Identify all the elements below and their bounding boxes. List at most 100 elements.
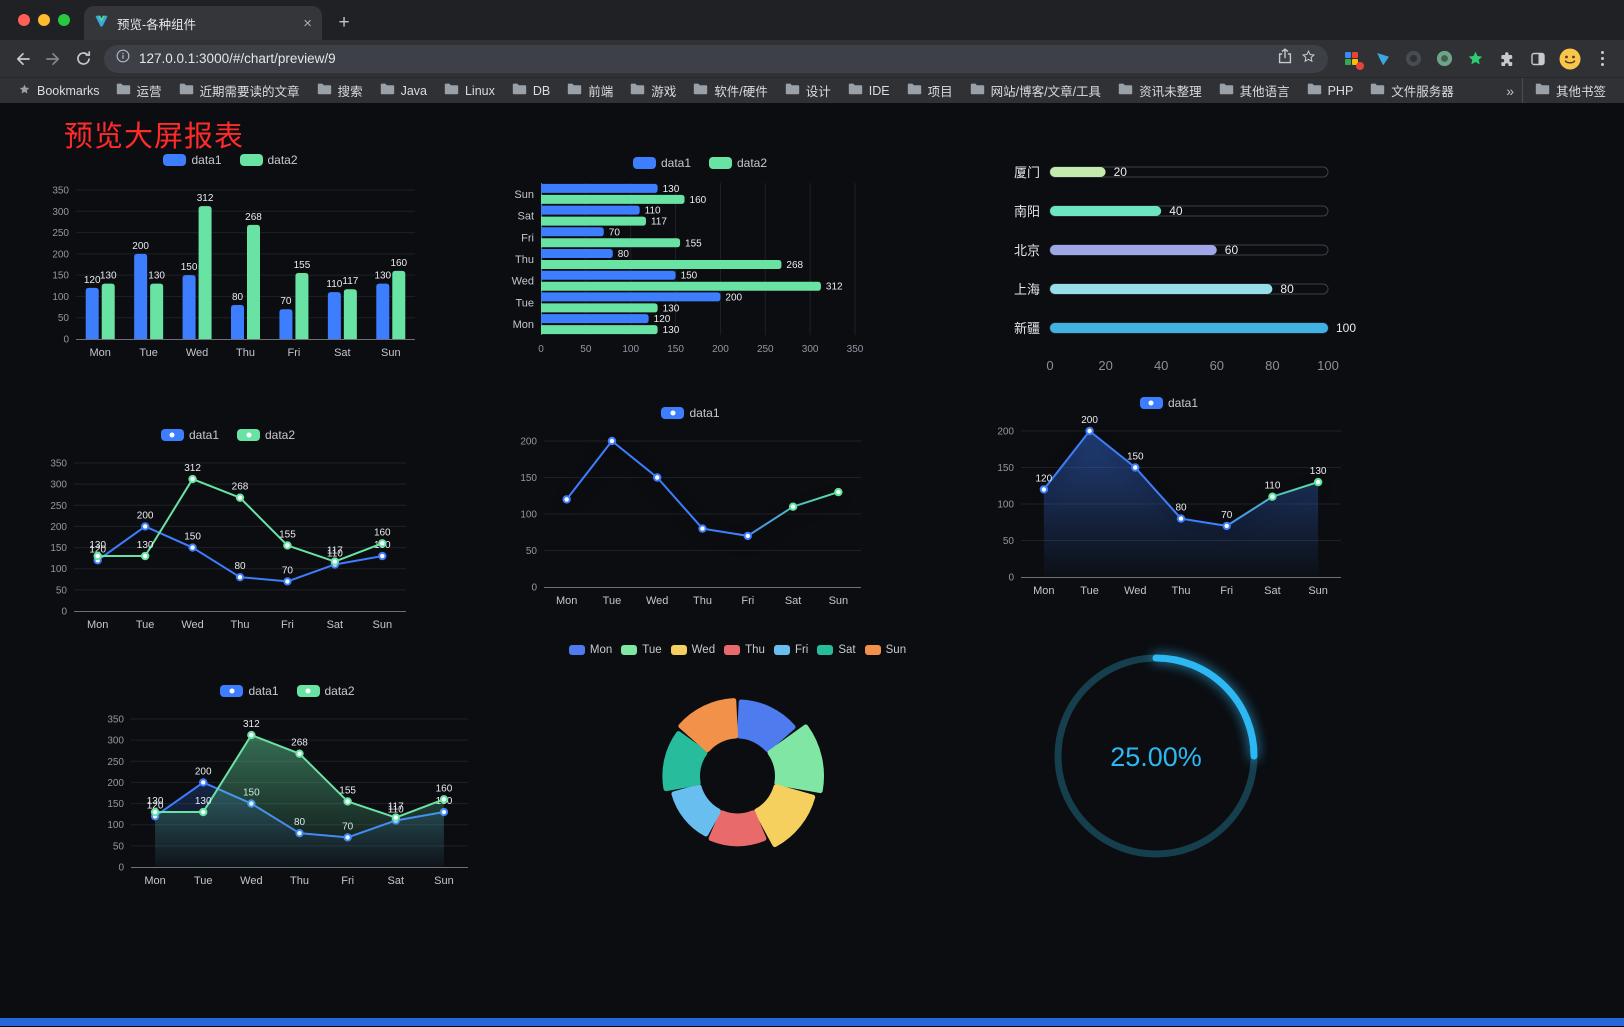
bookmark-folder[interactable]: 游戏 — [622, 78, 684, 103]
extension-icon-green-star[interactable] — [1462, 45, 1489, 72]
extension-icon-blue-kite[interactable] — [1369, 45, 1396, 72]
extensions-puzzle-icon[interactable] — [1493, 45, 1520, 72]
folder-icon — [1370, 83, 1385, 98]
chart-gauge: 25.00% — [1046, 648, 1266, 864]
back-icon[interactable] — [8, 44, 38, 74]
folder-icon — [116, 83, 131, 98]
bookmark-folder[interactable]: 软件/硬件 — [685, 78, 775, 103]
legend-item-Thu[interactable]: Thu — [724, 644, 765, 656]
svg-text:南阳: 南阳 — [1014, 204, 1040, 219]
bookmark-folder[interactable]: 文件服务器 — [1362, 78, 1462, 103]
bookmark-folder[interactable]: PHP — [1299, 80, 1362, 101]
address-bar[interactable]: 127.0.0.1:3000/#/chart/preview/9 — [104, 44, 1328, 73]
bookmark-star-icon[interactable] — [1301, 49, 1316, 69]
bookmark-folder[interactable]: 其他语言 — [1211, 78, 1298, 103]
bookmark-folder[interactable]: DB — [504, 80, 558, 101]
bookmark-folder[interactable]: 项目 — [899, 78, 961, 103]
legend-item-data2[interactable]: data2 — [239, 153, 298, 167]
svg-text:0: 0 — [118, 863, 124, 874]
svg-text:80: 80 — [1175, 503, 1187, 514]
legend-item-Sat[interactable]: Sat — [817, 644, 856, 656]
svg-text:Thu: Thu — [290, 875, 309, 887]
browser-menu-icon[interactable] — [1589, 45, 1616, 72]
legend-item-data1[interactable]: data1 — [632, 156, 691, 170]
legend-item-data2[interactable]: data2 — [709, 156, 767, 170]
bookmark-folder[interactable]: 前端 — [559, 78, 621, 103]
legend-label: data2 — [737, 156, 768, 170]
svg-text:80: 80 — [618, 249, 630, 260]
bookmark-folder[interactable]: 搜索 — [309, 78, 371, 103]
bookmarks-label: Bookmarks — [37, 83, 100, 98]
bookmark-label: 搜索 — [337, 85, 363, 99]
bookmark-folder[interactable]: 网站/博客/文章/工具 — [962, 78, 1109, 103]
reading-mode-icon[interactable] — [1524, 45, 1551, 72]
profile-avatar[interactable] — [1557, 46, 1583, 72]
chart-legend: Mon Tue Wed Thu Fri Sat Sun — [545, 640, 930, 660]
tab-close-icon[interactable]: × — [303, 14, 312, 32]
zoom-window-button[interactable] — [58, 14, 70, 26]
legend-item-data1[interactable]: data1 — [163, 153, 222, 167]
legend-item-data2[interactable]: data2 — [296, 684, 355, 698]
legend-item-Mon[interactable]: Mon — [568, 644, 612, 656]
svg-text:0: 0 — [1046, 358, 1053, 373]
svg-text:150: 150 — [181, 262, 198, 273]
bookmark-folder[interactable]: 近期需要读的文章 — [171, 78, 308, 103]
legend-item-Tue[interactable]: Tue — [621, 644, 662, 656]
legend-item-data1[interactable]: data1 — [661, 406, 720, 420]
svg-text:268: 268 — [786, 260, 803, 271]
line-chart-canvas: 0 50 100 150 200 250 300 350 Mon Tue Wed Thu Fri Sat S… — [50, 459, 406, 631]
site-info-icon[interactable] — [116, 49, 130, 68]
svg-text:80: 80 — [1265, 358, 1279, 373]
bookmark-folder[interactable]: IDE — [840, 80, 898, 101]
new-tab-button[interactable]: + — [338, 12, 350, 33]
legend-item-data2[interactable]: data2 — [237, 428, 295, 442]
tab-favicon-icon — [94, 13, 109, 33]
minimize-window-button[interactable] — [38, 14, 50, 26]
svg-text:20: 20 — [1114, 165, 1128, 179]
extension-icon-dark-circle[interactable] — [1400, 45, 1427, 72]
svg-text:100: 100 — [622, 344, 639, 355]
svg-text:Tue: Tue — [603, 595, 622, 607]
bookmarks-overflow-chevron[interactable]: » — [1506, 82, 1514, 99]
legend-item-data1[interactable]: data1 — [1139, 396, 1198, 410]
folder-icon — [317, 83, 332, 98]
svg-text:Sat: Sat — [388, 875, 405, 887]
extension-icon-green-circle[interactable] — [1431, 45, 1458, 72]
browser-toolbar: 127.0.0.1:3000/#/chart/preview/9 — [0, 40, 1624, 77]
bookmark-folder[interactable]: 设计 — [777, 78, 839, 103]
legend-item-Sun[interactable]: Sun — [864, 644, 906, 656]
svg-text:Fri: Fri — [281, 619, 294, 631]
reload-icon[interactable] — [68, 44, 98, 74]
svg-text:0: 0 — [538, 344, 544, 355]
svg-text:Fri: Fri — [521, 232, 534, 244]
svg-text:Sat: Sat — [1264, 585, 1281, 597]
svg-text:0: 0 — [61, 607, 67, 618]
other-bookmarks-item[interactable]: 其他书签 — [1521, 78, 1614, 103]
bookmark-folder[interactable]: Linux — [436, 80, 503, 101]
bookmark-folder[interactable]: 运营 — [108, 78, 170, 103]
bookmarks-manager-item[interactable]: Bookmarks — [10, 80, 108, 102]
extension-icon-colored-grid[interactable] — [1338, 45, 1365, 72]
svg-text:120: 120 — [147, 800, 164, 811]
bookmark-label: 项目 — [927, 85, 953, 99]
bookmark-folder[interactable]: Java — [372, 80, 435, 101]
svg-text:268: 268 — [291, 738, 308, 749]
svg-text:Tue: Tue — [1080, 585, 1099, 597]
bookmark-label: 网站/博客/文章/工具 — [990, 85, 1102, 99]
svg-text:Fri: Fri — [1220, 585, 1233, 597]
legend-item-Wed[interactable]: Wed — [670, 644, 715, 656]
forward-icon[interactable] — [38, 44, 68, 74]
legend-label: data1 — [188, 428, 219, 442]
legend-item-data1[interactable]: data1 — [160, 428, 219, 442]
folder-icon — [512, 83, 527, 98]
svg-text:268: 268 — [245, 212, 262, 223]
browser-tab[interactable]: 预览-各种组件 × — [84, 6, 322, 40]
legend-item-Fri[interactable]: Fri — [773, 644, 808, 656]
close-window-button[interactable] — [18, 14, 30, 26]
svg-text:新疆: 新疆 — [1014, 321, 1040, 336]
share-icon[interactable] — [1278, 48, 1292, 69]
legend-item-data1[interactable]: data1 — [220, 684, 279, 698]
url-text[interactable]: 127.0.0.1:3000/#/chart/preview/9 — [139, 51, 336, 66]
bookmark-folder[interactable]: 资讯未整理 — [1110, 78, 1210, 103]
